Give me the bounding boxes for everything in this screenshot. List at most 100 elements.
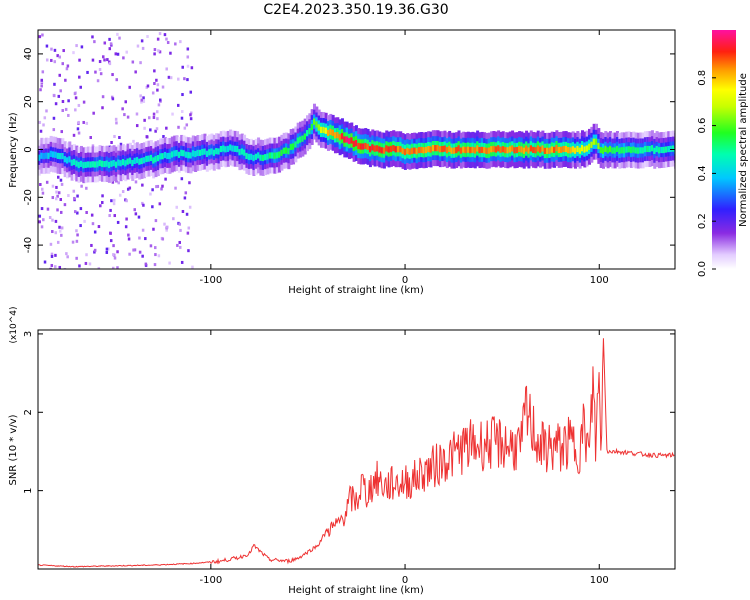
heatmap-cell xyxy=(483,147,487,154)
heatmap-noise-cell xyxy=(40,84,43,88)
heatmap-noise-cell xyxy=(184,191,188,195)
heatmap-noise-cell xyxy=(178,240,181,244)
heatmap-noise-cell xyxy=(183,126,187,130)
heatmap-noise-cell xyxy=(179,228,182,232)
heatmap-cell xyxy=(51,151,55,158)
heatmap-noise-cell xyxy=(158,202,162,206)
heatmap-cell xyxy=(180,149,184,156)
heatmap-noise-cell xyxy=(180,116,184,120)
heatmap-cell xyxy=(191,150,195,157)
heatmap-noise-cell xyxy=(189,113,192,117)
heatmap-noise-cell xyxy=(79,85,82,89)
heatmap-noise-cell xyxy=(152,112,156,116)
heatmap-cell xyxy=(303,133,307,140)
heatmap-cell xyxy=(194,150,198,158)
heatmap-noise-cell xyxy=(91,58,95,62)
heatmap-noise-cell xyxy=(157,103,161,107)
heatmap-noise-cell xyxy=(179,245,182,249)
heatmap-cell xyxy=(611,147,615,154)
heatmap-noise-cell xyxy=(60,233,63,237)
heatmap-noise-cell xyxy=(177,77,180,81)
heatmap-cell xyxy=(534,147,538,154)
heatmap-ridge-layer xyxy=(38,103,675,184)
heatmap-noise-cell xyxy=(143,118,146,122)
heatmap-cell xyxy=(520,146,524,153)
heatmap-cell xyxy=(448,145,452,152)
heatmap-cell xyxy=(233,145,237,152)
heatmap-cell xyxy=(373,145,377,152)
heatmap-noise-cell xyxy=(186,47,190,51)
heatmap-noise-cell xyxy=(94,70,97,74)
heatmap-noise-cell xyxy=(109,231,112,235)
heatmap-noise-cell xyxy=(175,205,179,209)
heatmap-noise-cell xyxy=(168,261,171,265)
snr-series-layer xyxy=(38,338,675,568)
heatmap-cell xyxy=(333,132,337,139)
heatmap-noise-cell xyxy=(75,229,78,233)
heatmap-noise-cell xyxy=(110,95,114,99)
heatmap-noise-cell xyxy=(54,231,58,235)
heatmap-cell xyxy=(238,149,242,156)
heatmap-cell xyxy=(450,147,454,154)
heatmap-cell xyxy=(417,147,421,154)
heatmap-noise-cell xyxy=(45,44,49,48)
heatmap-noise-cell xyxy=(58,55,62,59)
heatmap-noise-cell xyxy=(111,73,114,77)
heatmap-noise-cell xyxy=(56,194,59,198)
heatmap-noise-cell xyxy=(154,129,157,133)
heatmap-noise-cell xyxy=(151,188,154,192)
heatmap-cell xyxy=(357,142,361,150)
heatmap-cell xyxy=(527,147,531,154)
heatmap-noise-cell xyxy=(59,89,62,93)
heatmap-noise-cell xyxy=(105,250,109,254)
heatmap-cell xyxy=(75,160,79,167)
heatmap-noise-cell xyxy=(121,190,125,194)
heatmap-noise-cell xyxy=(188,205,192,209)
heatmap-noise-cell xyxy=(88,262,92,266)
heatmap-noise-cell xyxy=(180,177,184,181)
heatmap-cell xyxy=(338,134,342,141)
heatmap-noise-cell xyxy=(109,42,113,46)
heatmap-noise-cell xyxy=(46,207,50,211)
heatmap-noise-cell xyxy=(75,44,78,48)
heatmap-noise-cell xyxy=(92,111,95,115)
spectrogram-xlabel: Height of straight line (km) xyxy=(288,285,424,296)
heatmap-noise-cell xyxy=(58,265,62,269)
heatmap-cell xyxy=(396,146,400,153)
heatmap-noise-cell xyxy=(73,210,77,214)
heatmap-cell xyxy=(280,149,284,156)
heatmap-noise-cell xyxy=(52,116,56,120)
heatmap-cell xyxy=(138,158,142,165)
heatmap-noise-cell xyxy=(71,240,75,244)
y-tick-label: 1 xyxy=(23,487,34,493)
heatmap-cell xyxy=(550,146,554,153)
heatmap-cell xyxy=(646,145,650,153)
heatmap-noise-cell xyxy=(98,68,102,72)
heatmap-cell xyxy=(597,142,601,150)
heatmap-cell xyxy=(319,126,323,133)
heatmap-noise-cell xyxy=(137,215,141,219)
heatmap-cell xyxy=(275,152,279,159)
heatmap-cell xyxy=(299,136,303,143)
heatmap-cell xyxy=(49,150,53,157)
heatmap-cell xyxy=(466,146,470,153)
heatmap-cell xyxy=(543,147,547,155)
heatmap-cell xyxy=(399,146,403,153)
heatmap-noise-cell xyxy=(116,250,119,254)
heatmap-noise-cell xyxy=(154,253,157,257)
heatmap-cell xyxy=(210,148,214,155)
heatmap-noise-cell xyxy=(50,252,54,256)
heatmap-cell xyxy=(364,142,368,150)
heatmap-cell xyxy=(371,144,375,151)
heatmap-noise-cell xyxy=(57,175,60,179)
heatmap-cell xyxy=(403,148,407,156)
spectrogram-ticks: -100 0 100 -40 -20 0 20 40 xyxy=(23,30,675,286)
heatmap-noise-cell xyxy=(108,37,111,41)
heatmap-cell xyxy=(511,145,515,152)
heatmap-noise-cell xyxy=(189,90,193,94)
heatmap-cell xyxy=(205,150,209,157)
heatmap-cell xyxy=(443,145,447,152)
heatmap-noise-cell xyxy=(114,52,118,56)
heatmap-cell xyxy=(296,137,300,144)
heatmap-noise-cell xyxy=(149,128,152,132)
